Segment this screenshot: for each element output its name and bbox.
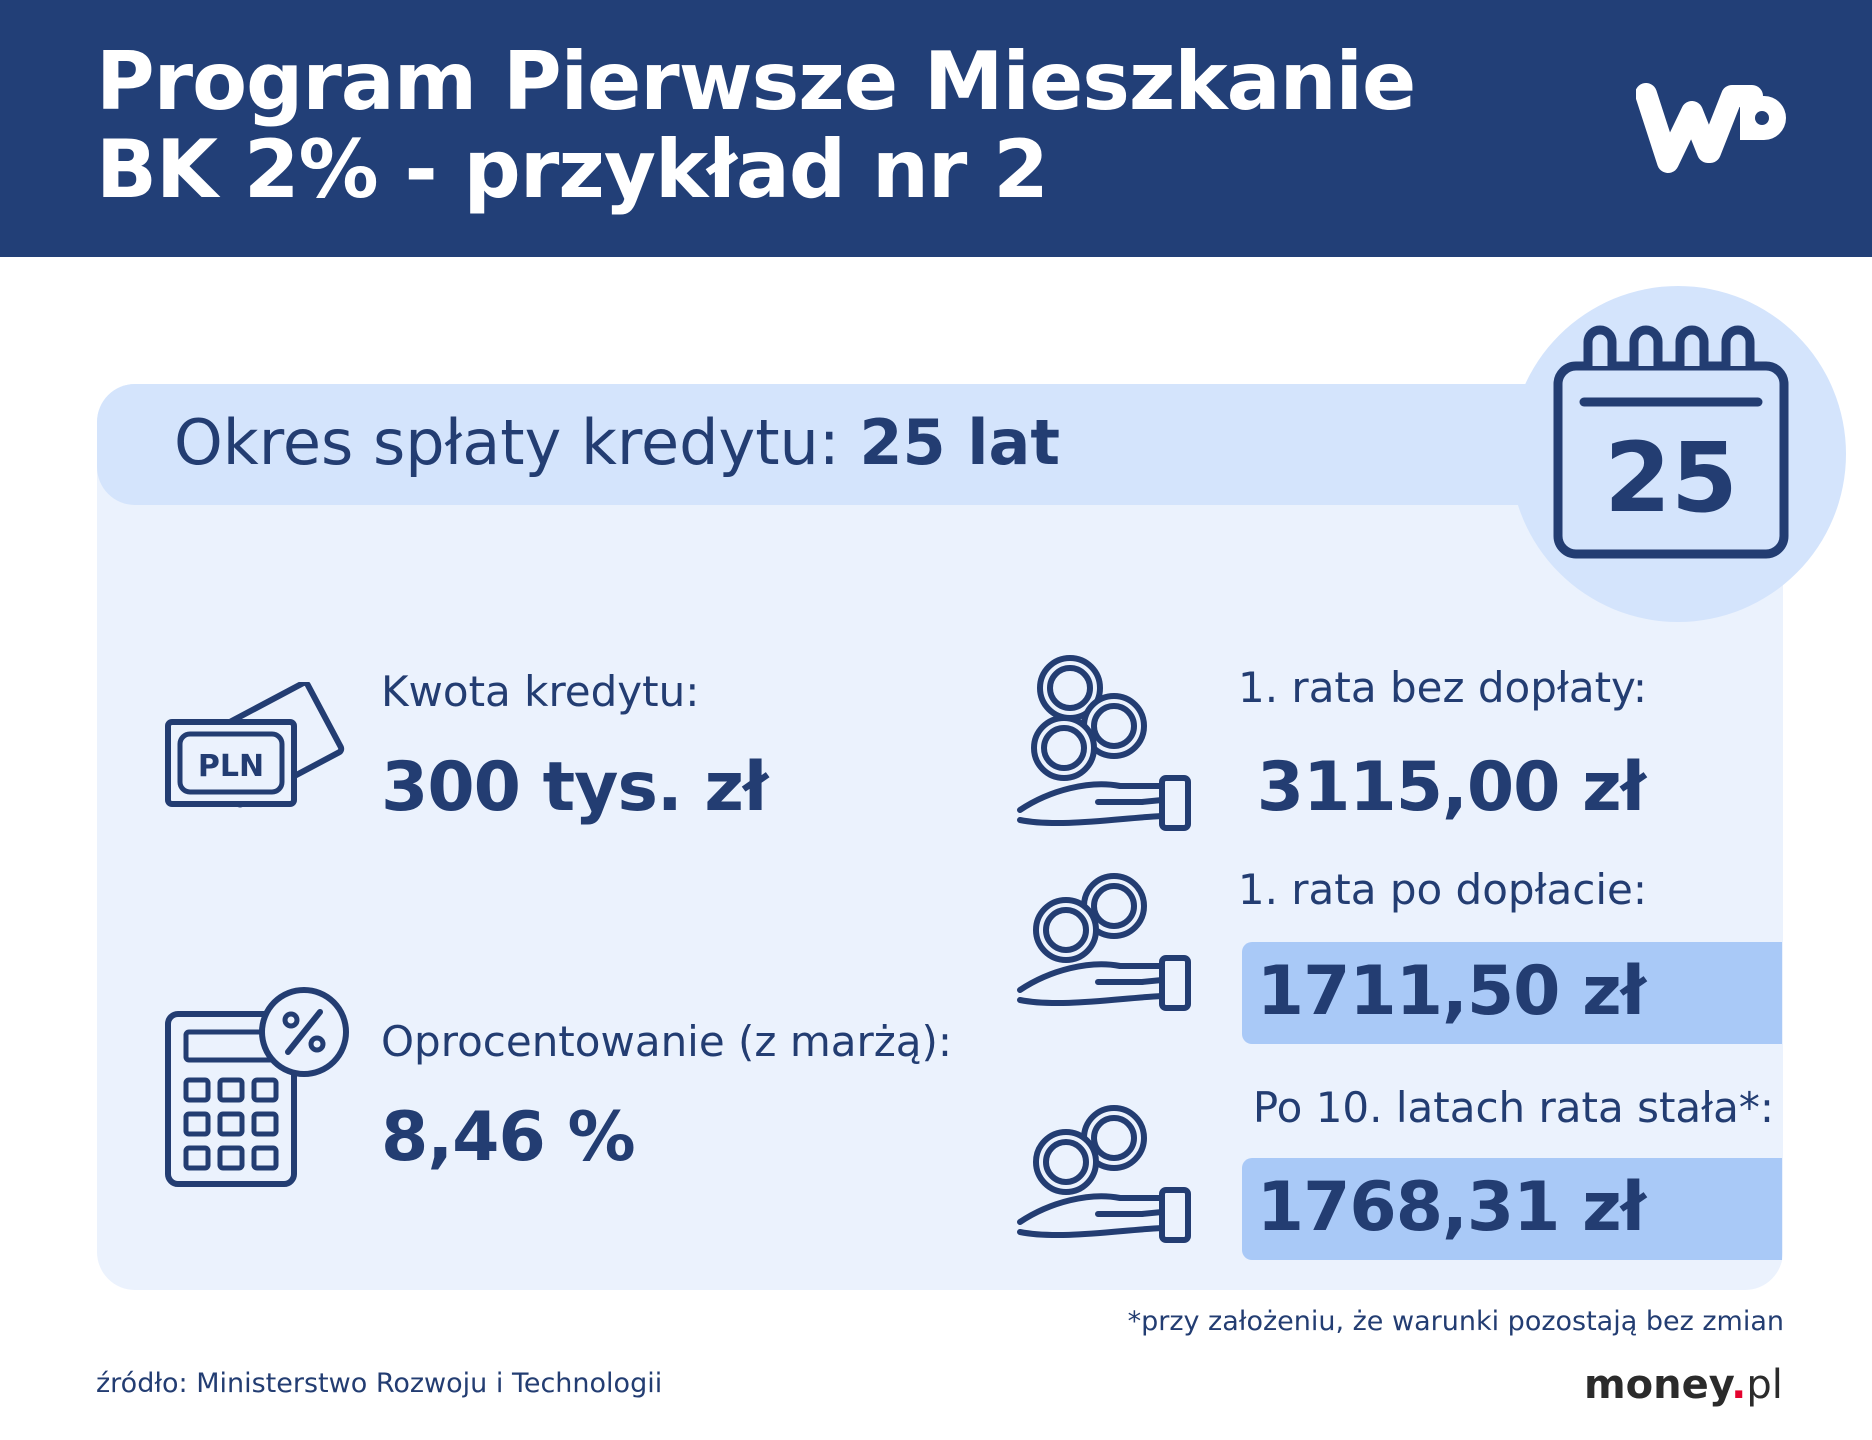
installment-1-label: 1. rata bez dopłaty: — [1238, 663, 1647, 712]
calendar-number: 25 — [1604, 422, 1738, 534]
brand-name: money — [1584, 1362, 1732, 1408]
title-line-1: Program Pierwsze Mieszkanie — [96, 35, 1416, 128]
banknote-pln-icon: PLN — [165, 682, 345, 808]
hand-coins-icon — [1017, 873, 1191, 1011]
title-line-2: BK 2% - przykład nr 2 — [96, 123, 1049, 216]
banknote-text: PLN — [198, 749, 264, 784]
wp-logo-icon — [1636, 83, 1786, 173]
calendar-icon: 25 — [1553, 325, 1789, 559]
installment-3-value: 1768,31 zł — [1256, 1168, 1646, 1247]
footnote: *przy założeniu, że warunki pozostają be… — [1127, 1306, 1784, 1337]
installment-3-label: Po 10. latach rata stała*: — [1252, 1083, 1774, 1132]
period-band — [97, 384, 1697, 505]
period-label: Okres spłaty kredytu: — [174, 406, 840, 479]
source-note: źródło: Ministerstwo Rozwoju i Technolog… — [96, 1368, 663, 1399]
brand-dot: . — [1731, 1362, 1747, 1408]
installment-2-value: 1711,50 zł — [1256, 952, 1646, 1031]
brand-tld: pl — [1746, 1362, 1783, 1408]
header-bar: Program Pierwsze Mieszkanie BK 2% - przy… — [0, 0, 1872, 257]
loan-amount-label: Kwota kredytu: — [381, 667, 700, 716]
installment-2-highlight — [1242, 942, 1782, 1044]
installment-1-value: 3115,00 zł — [1256, 748, 1646, 827]
interest-value: 8,46 % — [381, 1098, 636, 1177]
loan-amount-value: 300 tys. zł — [381, 748, 768, 827]
page-title: Program Pierwsze Mieszkanie BK 2% - przy… — [96, 35, 1416, 216]
hand-coins-icon — [1017, 1105, 1191, 1243]
money-pl-logo: money.pl — [1584, 1360, 1783, 1410]
content-panel — [97, 384, 1783, 1290]
installment-3-highlight — [1242, 1158, 1782, 1260]
period-value: 25 lat — [859, 406, 1060, 479]
interest-label: Oprocentowanie (z marżą): — [381, 1017, 953, 1066]
period-text: Okres spłaty kredytu: 25 lat — [174, 398, 1060, 488]
calculator-percent-icon — [165, 987, 349, 1187]
hand-coins-icon — [1017, 655, 1191, 831]
installment-2-label: 1. rata po dopłacie: — [1237, 865, 1647, 914]
